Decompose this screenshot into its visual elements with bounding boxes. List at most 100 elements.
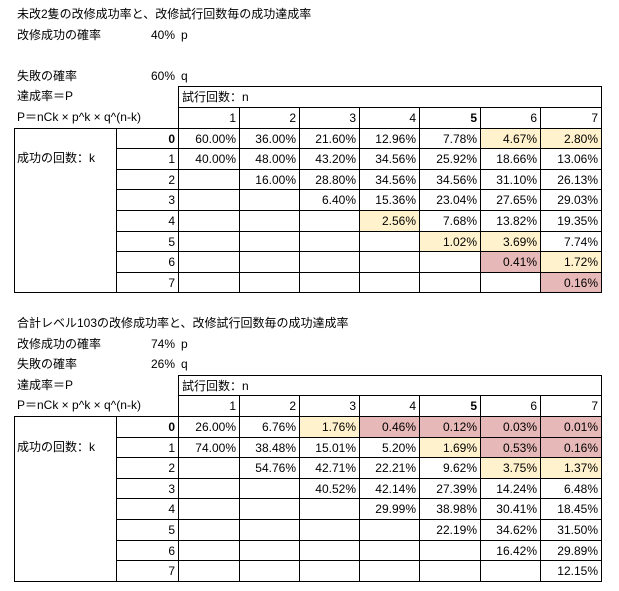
cell [239, 251, 300, 273]
k-value: 4 [116, 498, 179, 520]
n-header: 3 [299, 395, 360, 417]
k-value: 2 [116, 457, 179, 479]
label: 失敗の確率 [17, 68, 78, 83]
section-title: 合計レベル103の改修成功率と、改修試行回数毎の成功達成率 [17, 316, 349, 330]
cell [239, 189, 300, 211]
label: 達成率＝P [17, 89, 74, 104]
cell [299, 539, 360, 562]
cell: 13.82% [480, 210, 541, 232]
cell: 16.00% [239, 168, 300, 191]
cell: 7.74% [540, 230, 602, 253]
trials-label: 試行回数：n [178, 374, 602, 397]
cell: 0.12% [419, 416, 481, 438]
cell [359, 560, 420, 582]
cell [178, 519, 240, 541]
symbol: q [181, 68, 188, 83]
cell: 1.76% [299, 416, 360, 438]
cell [178, 168, 240, 191]
k-value: 1 [116, 436, 179, 459]
cell: 48.00% [239, 148, 300, 170]
k-value: 5 [116, 230, 179, 253]
cell [419, 271, 481, 294]
k-value: 7 [116, 271, 179, 294]
cell [178, 477, 240, 500]
cell: 3.75% [480, 457, 541, 479]
cell: 0.41% [480, 251, 541, 273]
cell: 2.80% [540, 127, 602, 150]
cell [299, 251, 360, 273]
rate: 60% [150, 68, 175, 83]
cell: 21.60% [299, 127, 360, 150]
cell [239, 498, 300, 520]
k-value: 7 [116, 560, 179, 582]
cell: 13.06% [540, 148, 602, 170]
cell: 23.04% [419, 189, 481, 211]
cell [239, 271, 300, 294]
cell [359, 251, 420, 273]
cell [178, 210, 240, 232]
cell: 0.16% [540, 436, 602, 459]
cell: 28.80% [299, 168, 360, 191]
n-header: 6 [480, 107, 541, 129]
cell [178, 189, 240, 211]
cell [299, 560, 360, 582]
cell: 4.67% [480, 127, 541, 150]
n-header: 3 [299, 107, 360, 129]
section-title: 未改2隻の改修成功率と、改修試行回数毎の成功達成率 [17, 7, 312, 21]
cell: 0.53% [480, 436, 541, 459]
k-value: 6 [116, 251, 179, 273]
cell: 40.00% [178, 148, 240, 170]
cell: 1.02% [419, 230, 481, 253]
cell: 29.89% [540, 539, 602, 562]
cell [419, 560, 481, 582]
cell: 1.72% [540, 251, 602, 273]
cell: 43.20% [299, 148, 360, 170]
n-header: 6 [480, 395, 541, 417]
cell: 26.00% [178, 416, 240, 438]
rate: 74% [150, 336, 175, 351]
n-header: 1 [178, 107, 240, 129]
cell [178, 539, 240, 562]
cell: 3.69% [480, 230, 541, 253]
cell: 18.45% [540, 498, 602, 520]
n-header: 2 [239, 395, 300, 417]
cell: 34.62% [480, 519, 541, 541]
cell [299, 210, 360, 232]
cell: 19.35% [540, 210, 602, 232]
cell: 40.52% [299, 477, 360, 500]
rate: 26% [150, 357, 175, 372]
cell [359, 519, 420, 541]
k-value: 0 [116, 416, 179, 438]
k-label: 成功の回数：k [17, 439, 96, 454]
n-header: 4 [359, 395, 420, 417]
k-value: 6 [116, 539, 179, 562]
cell: 27.65% [480, 189, 541, 211]
cell: 1.37% [540, 457, 602, 479]
cell [480, 560, 541, 582]
cell [299, 498, 360, 520]
cell: 42.71% [299, 457, 360, 479]
cell: 27.39% [419, 477, 481, 500]
cell [178, 251, 240, 273]
cell: 7.78% [419, 127, 481, 150]
cell: 29.03% [540, 189, 602, 211]
k-value: 1 [116, 148, 179, 170]
cell [178, 230, 240, 253]
symbol: q [181, 357, 188, 372]
cell: 26.13% [540, 168, 602, 191]
cell: 15.36% [359, 189, 420, 211]
cell [178, 560, 240, 582]
cell: 38.98% [419, 498, 481, 520]
cell [239, 519, 300, 541]
cell: 0.03% [480, 416, 541, 438]
cell: 38.48% [239, 436, 300, 459]
cell [299, 271, 360, 294]
cell: 22.21% [359, 457, 420, 479]
formula: P＝nCk × p^k × q^(n-k) [17, 110, 141, 124]
cell: 31.10% [480, 168, 541, 191]
label: 改修成功の確率 [17, 27, 102, 42]
cell [419, 251, 481, 273]
cell: 30.41% [480, 498, 541, 520]
k-value: 4 [116, 210, 179, 232]
